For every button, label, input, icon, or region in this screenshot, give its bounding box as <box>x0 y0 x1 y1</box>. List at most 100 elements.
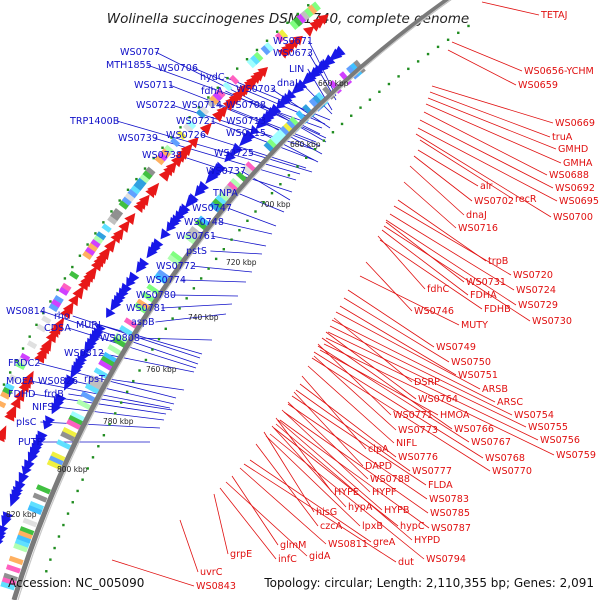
blue-gene-leader <box>68 327 197 369</box>
gene-arrow <box>199 122 212 136</box>
feature-block <box>300 10 310 21</box>
feature-block <box>170 250 185 264</box>
feature-block <box>32 492 48 503</box>
feature-block <box>133 302 149 315</box>
blue-gene-label: NIFS <box>32 402 53 413</box>
gene-arrow <box>205 169 219 184</box>
red-gene-label: WS0754 <box>514 410 554 421</box>
feature-block <box>84 246 96 257</box>
gene-arrow <box>278 47 290 59</box>
red-gene-label: WS0777 <box>412 466 452 477</box>
red-gene-leader <box>419 139 514 200</box>
blue-gene-leader <box>261 120 323 155</box>
red-gene-leader <box>379 239 483 310</box>
blue-gene-label: rpsT <box>84 374 105 385</box>
red-gene-label: ARSB <box>482 384 508 395</box>
scale-tick <box>254 210 257 213</box>
red-gene-label: WS0767 <box>471 437 511 448</box>
red-gene-leader <box>451 41 523 72</box>
scale-tick <box>57 535 61 538</box>
scale-tick <box>222 248 225 251</box>
scale-tick <box>119 401 123 404</box>
feature-block <box>0 581 16 591</box>
feature-block <box>69 270 80 280</box>
scale-tick <box>296 165 299 168</box>
feature-block <box>51 299 62 308</box>
scale-tick <box>262 201 265 204</box>
red-gene-leader <box>111 559 195 587</box>
scale-tick <box>53 546 56 550</box>
gene-arrow <box>10 396 21 409</box>
blue-gene-label: frdB <box>44 389 64 400</box>
feature-block <box>100 355 115 368</box>
blue-gene-label: rho <box>54 311 70 322</box>
red-gene-label: WS0811 <box>328 539 368 550</box>
feature-block <box>296 13 307 24</box>
gene-arrow <box>222 99 235 111</box>
scale-tick <box>340 122 344 126</box>
red-gene-label: hisG <box>316 507 337 518</box>
scale-tick-label: 720 kbp <box>226 258 257 267</box>
red-gene-label: WS0751 <box>458 370 498 381</box>
red-gene-leader <box>381 229 469 296</box>
red-gene-label: WS0716 <box>458 223 498 234</box>
red-gene-label: WS0773 <box>398 425 438 436</box>
scale-tick <box>322 139 326 142</box>
scale-tick <box>132 379 135 383</box>
red-gene-leader <box>273 427 399 527</box>
blue-gene-leader <box>181 279 247 283</box>
scale-tick <box>305 156 308 159</box>
blue-gene-leader <box>177 154 293 193</box>
red-gene-label: HYPD <box>414 535 440 546</box>
feature-block <box>17 357 28 366</box>
red-gene-label: WS0766 <box>454 424 494 435</box>
blue-gene-leader <box>217 104 321 147</box>
feature-block <box>160 148 171 158</box>
blue-gene-label: CDSA <box>44 323 71 334</box>
scale-tick <box>199 277 203 280</box>
feature-block <box>156 269 171 282</box>
red-gene-label: WS0730 <box>532 316 572 327</box>
feature-block <box>58 286 69 296</box>
scale-tick <box>157 337 161 341</box>
scale-tick <box>76 489 79 493</box>
blue-gene-label: WS0814 <box>6 306 46 317</box>
feature-block <box>2 386 13 396</box>
blue-gene-label: WS0780 <box>136 290 176 301</box>
red-gene-label: WS0787 <box>431 523 471 534</box>
scale-tick <box>226 76 229 80</box>
leader-lines <box>30 1 562 587</box>
red-gene-label: czcA <box>320 521 343 532</box>
gene-arrow <box>9 493 20 507</box>
blue-gene-label: WS0737 <box>206 166 246 177</box>
red-gene-leader <box>365 261 413 312</box>
scale-tick <box>230 238 233 241</box>
feature-block <box>114 332 129 345</box>
feature-block <box>182 123 193 133</box>
feature-block <box>307 4 318 15</box>
scale-tick <box>235 67 239 70</box>
feature-block <box>27 505 43 515</box>
red-gene-leader <box>281 409 371 493</box>
scale-tick <box>78 254 82 257</box>
red-gene-label: WS0785 <box>430 508 470 519</box>
red-gene-label: WS0770 <box>492 466 532 477</box>
red-gene-leader <box>291 395 427 486</box>
scale-tick <box>207 96 210 99</box>
gene-arrow <box>0 539 4 545</box>
feature-block <box>274 32 285 43</box>
red-gene-leader <box>319 349 439 416</box>
scale-tick <box>97 445 100 448</box>
scale-tick <box>91 456 95 459</box>
red-gene-leader <box>279 419 430 529</box>
red-gene-label: WS0764 <box>418 394 458 405</box>
gene-arrow <box>160 228 171 240</box>
red-gene-leader <box>447 49 517 86</box>
scale-tick-label: 760 kbp <box>146 365 177 374</box>
gene-arrow <box>158 167 172 182</box>
scale-tick <box>102 221 105 224</box>
scale-tick <box>245 58 249 61</box>
feature-block <box>110 211 121 222</box>
